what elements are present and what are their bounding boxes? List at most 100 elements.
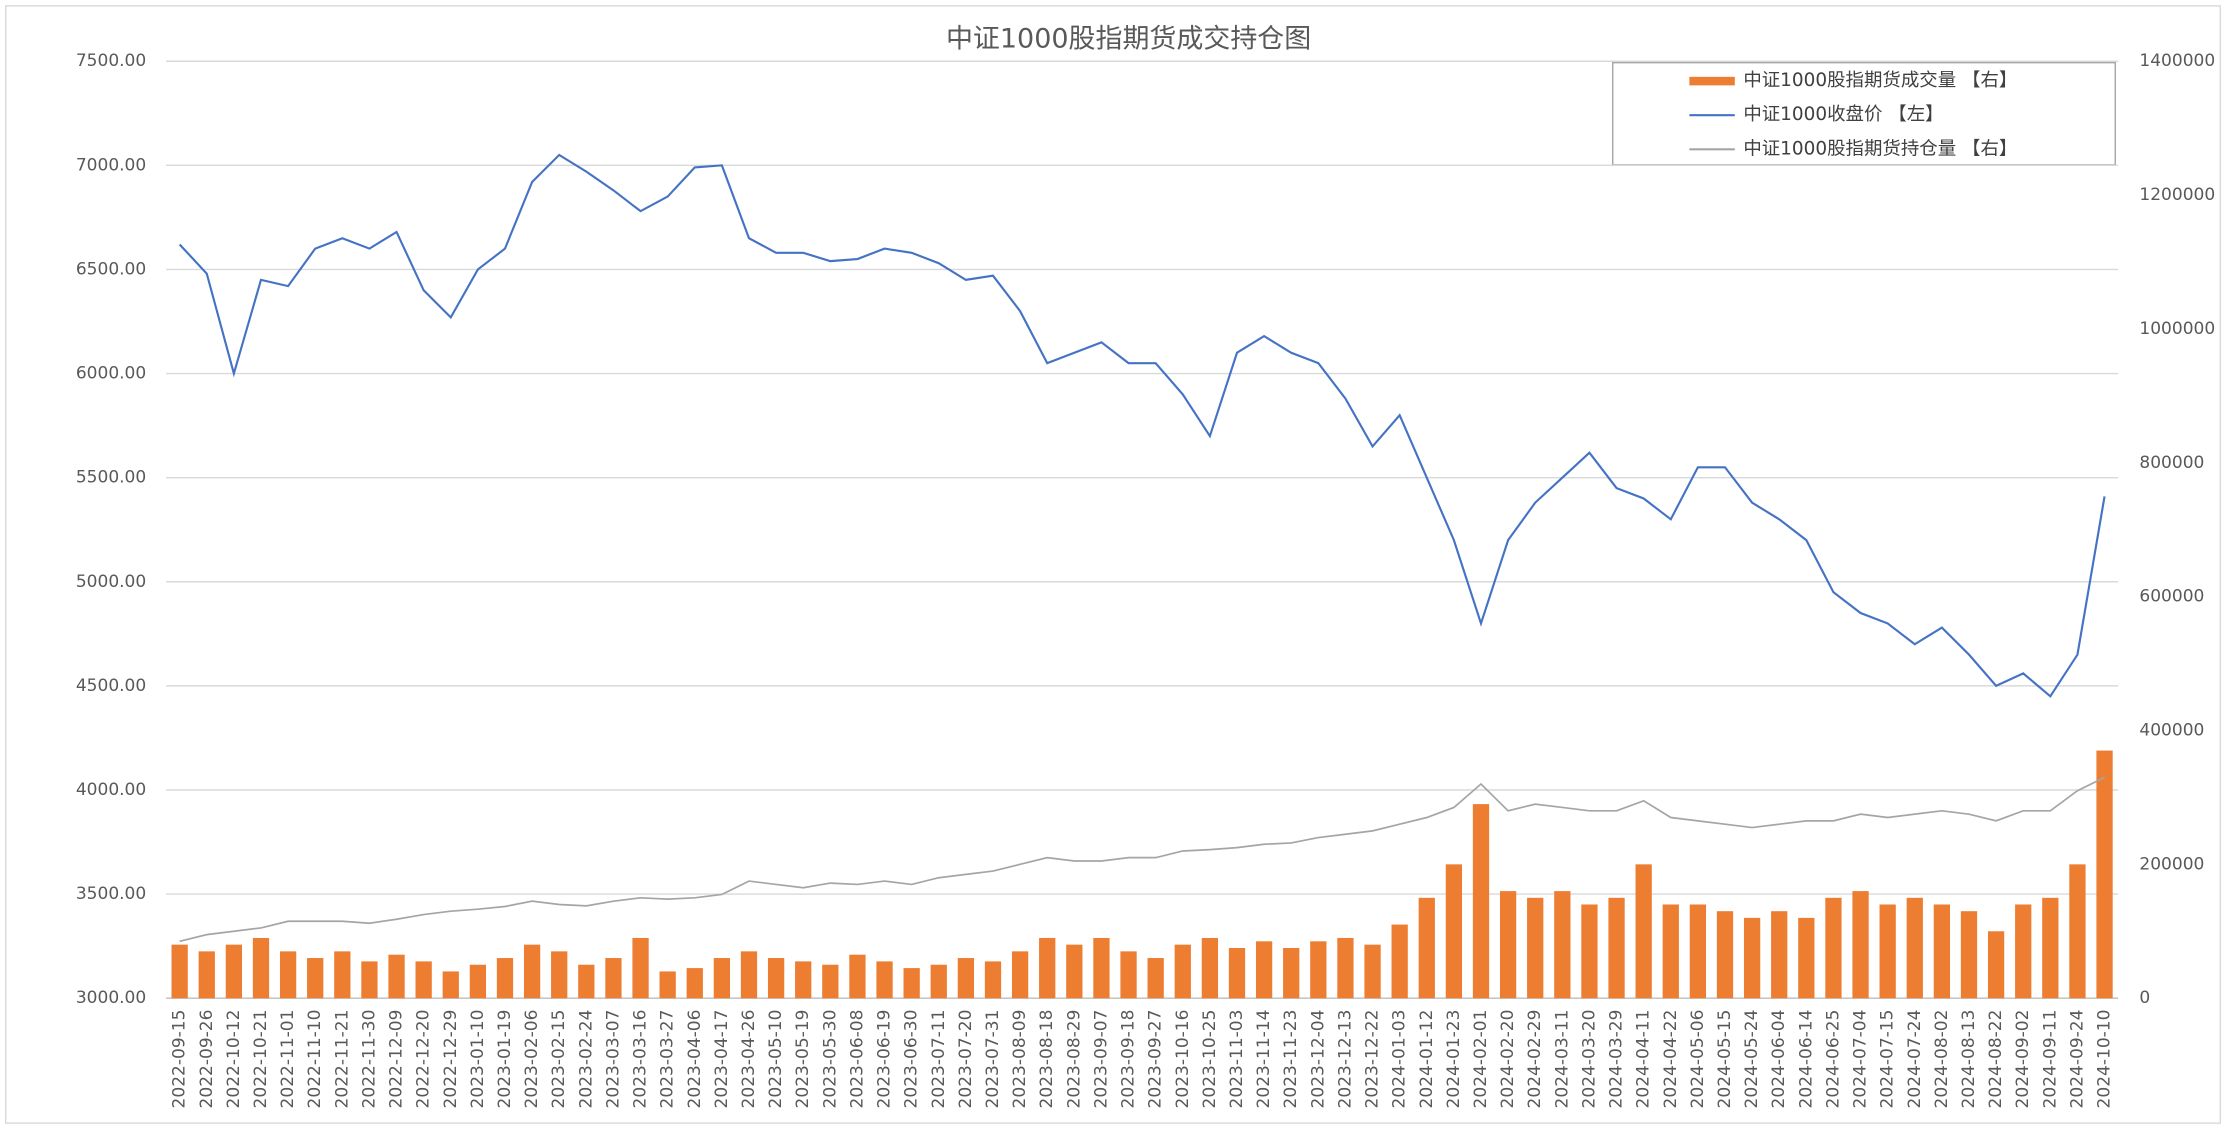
bar xyxy=(1499,891,1517,999)
x-tick-label: 2022-12-09 xyxy=(387,1010,407,1109)
bar xyxy=(1581,904,1598,999)
y-tick-label: 3000.00 xyxy=(76,988,146,1008)
line-series xyxy=(179,776,2105,943)
y2-tick-label: 400000 xyxy=(2139,720,2204,740)
bar xyxy=(1852,891,1869,999)
x-tick-label: 2024-08-13 xyxy=(1959,1010,1979,1109)
x-tick-label: 2023-12-22 xyxy=(1363,1010,1383,1109)
x-tick-label: 2023-10-16 xyxy=(1173,1010,1193,1109)
x-tick-label: 2024-01-23 xyxy=(1444,1010,1464,1109)
bar xyxy=(496,958,514,999)
bar xyxy=(659,971,676,999)
x-tick-label: 2023-09-18 xyxy=(1119,1010,1139,1109)
bar xyxy=(1445,864,1463,999)
bar xyxy=(1608,897,1625,999)
x-tick-label: 2023-10-25 xyxy=(1200,1010,1220,1109)
x-tick-label: 2024-07-04 xyxy=(1851,1010,1871,1109)
bar xyxy=(1337,937,1354,999)
bar xyxy=(1310,941,1327,999)
chart-frame xyxy=(4,5,2222,1124)
x-tick-label: 2023-11-23 xyxy=(1281,1010,1301,1109)
x-tick-label: 2023-04-17 xyxy=(712,1010,732,1109)
x-tick-label: 2024-01-12 xyxy=(1417,1010,1437,1109)
x-tick-label: 2024-06-14 xyxy=(1796,1010,1816,1109)
bar xyxy=(1879,904,1896,999)
bar xyxy=(1011,951,1029,999)
bar xyxy=(2069,864,2086,999)
bar xyxy=(1066,944,1083,999)
y-tick-label: 6500.00 xyxy=(76,259,146,279)
x-tick-label: 2023-04-06 xyxy=(685,1010,705,1109)
y-tick-label: 5500.00 xyxy=(76,468,146,488)
bar xyxy=(632,937,649,999)
bar xyxy=(1093,937,1110,999)
y-tick-label: 4500.00 xyxy=(76,676,146,696)
bar xyxy=(1662,904,1679,999)
y2-tick-label: 0 xyxy=(2139,988,2150,1008)
x-tick-label: 2022-09-15 xyxy=(170,1010,190,1109)
x-tick-label: 2024-01-03 xyxy=(1390,1010,1410,1109)
x-tick-label: 2023-12-04 xyxy=(1308,1010,1328,1109)
x-tick-label: 2024-03-11 xyxy=(1552,1010,1572,1109)
bar xyxy=(740,951,758,999)
bar xyxy=(1716,911,1734,999)
x-tick-label: 2022-11-10 xyxy=(305,1010,325,1109)
bar xyxy=(1255,941,1273,999)
chart-title: 中证1000股指期货成交持仓图 xyxy=(946,23,1311,54)
bar xyxy=(876,961,893,999)
y2-tick-label: 800000 xyxy=(2139,453,2204,473)
y2-tick-label: 1200000 xyxy=(2139,185,2215,205)
bar xyxy=(225,944,243,999)
bar xyxy=(1743,917,1761,999)
x-tick-label: 2022-10-21 xyxy=(251,1010,271,1109)
legend-label: 中证1000股指期货持仓量 【右】 xyxy=(1743,138,2017,159)
bar xyxy=(334,951,351,999)
x-tick-label: 2024-07-15 xyxy=(1878,1010,1898,1109)
y2-tick-label: 200000 xyxy=(2139,854,2204,874)
y-tick-label: 5000.00 xyxy=(76,572,146,592)
bar xyxy=(1771,911,1788,999)
bar xyxy=(2042,897,2059,999)
x-tick-label: 2023-07-20 xyxy=(956,1010,976,1109)
bar xyxy=(1147,958,1164,999)
x-tick-label: 2023-03-07 xyxy=(603,1010,623,1109)
bar xyxy=(1689,904,1707,999)
x-tick-label: 2024-02-29 xyxy=(1525,1010,1545,1109)
x-tick-label: 2023-07-31 xyxy=(983,1010,1003,1109)
bar xyxy=(1635,864,1652,999)
bar xyxy=(1283,948,1300,999)
bar xyxy=(1418,897,1435,999)
bar xyxy=(713,958,731,999)
bar xyxy=(388,954,405,999)
legend-label: 中证1000收盘价 【左】 xyxy=(1743,104,1943,125)
bar xyxy=(361,961,378,999)
x-tick-label: 2024-02-20 xyxy=(1498,1010,1518,1109)
x-tick-label: 2024-05-24 xyxy=(1742,1010,1762,1109)
bar xyxy=(1174,944,1191,999)
x-tick-label: 2023-12-13 xyxy=(1335,1010,1355,1109)
x-tick-label: 2023-05-10 xyxy=(766,1010,786,1109)
x-tick-label: 2024-03-29 xyxy=(1607,1010,1627,1109)
x-tick-label: 2024-06-04 xyxy=(1769,1010,1789,1109)
y-tick-label: 6000.00 xyxy=(76,364,146,384)
x-tick-label: 2023-03-27 xyxy=(658,1010,678,1109)
x-tick-label: 2023-09-27 xyxy=(1146,1010,1166,1109)
x-tick-label: 2022-12-20 xyxy=(414,1010,434,1109)
x-tick-label: 2023-05-30 xyxy=(820,1010,840,1109)
bar xyxy=(1364,944,1381,999)
bar xyxy=(795,961,812,999)
x-tick-label: 2022-11-01 xyxy=(278,1010,298,1109)
bar xyxy=(822,964,839,999)
x-tick-label: 2024-08-02 xyxy=(1932,1010,1952,1109)
y-tick-label: 4000.00 xyxy=(76,780,146,800)
x-tick-label: 2023-11-14 xyxy=(1254,1010,1274,1109)
x-tick-label: 2022-11-21 xyxy=(332,1010,352,1109)
bar xyxy=(1906,897,1923,999)
bar xyxy=(1933,904,1951,999)
bar xyxy=(198,951,215,999)
x-tick-label: 2023-01-10 xyxy=(468,1010,488,1109)
x-tick-label: 2024-08-22 xyxy=(1986,1010,2006,1109)
x-tick-label: 2024-02-01 xyxy=(1471,1010,1491,1109)
bar xyxy=(1960,911,1978,999)
bar xyxy=(1120,951,1137,999)
